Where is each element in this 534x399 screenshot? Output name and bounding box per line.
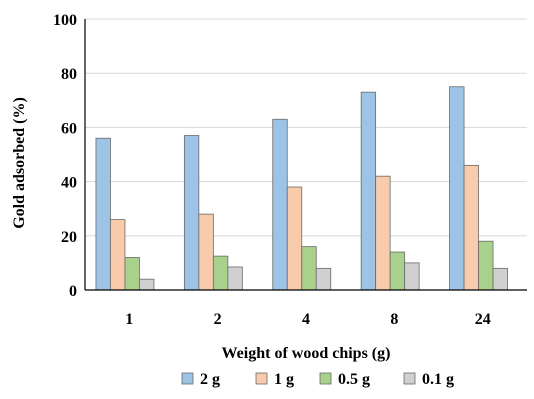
x-tick-label: 4 — [302, 311, 310, 328]
bar-0-1-g-cat-4 — [315, 267, 332, 291]
legend-swatch — [255, 372, 268, 385]
y-tick-labels: 0 20 40 60 80 100 — [53, 12, 77, 300]
axes — [84, 19, 527, 291]
x-tick-label: 1 — [125, 311, 133, 328]
bar-0-5-g-cat-2 — [212, 255, 229, 291]
bars-group — [95, 86, 508, 291]
legend-swatch — [319, 372, 332, 385]
y-tick-label: 80 — [61, 66, 77, 83]
x-tick-labels: 1 2 4 8 24 — [125, 311, 491, 328]
legend-label: 0.1 g — [422, 371, 454, 388]
y-tick-label: 40 — [61, 175, 77, 192]
bar-2-g-cat-24 — [449, 86, 465, 291]
y-tick-label: 20 — [61, 229, 77, 246]
y-axis-title: Gold adsorbed (%) — [11, 97, 28, 229]
bar-2-g-cat-2 — [183, 135, 200, 291]
bar-1-g-cat-1 — [110, 219, 126, 291]
x-tick-label: 8 — [390, 311, 398, 328]
legend-label: 2 g — [200, 371, 220, 388]
bar-0-1-g-cat-8 — [404, 262, 420, 291]
legend-label: 0.5 g — [338, 371, 370, 388]
y-tick-label: 0 — [69, 283, 77, 300]
bar-1-g-cat-8 — [375, 175, 391, 291]
bar-0-1-g-cat-1 — [139, 278, 155, 291]
y-tick-label: 60 — [61, 120, 77, 137]
y-tick-label: 100 — [53, 12, 77, 29]
legend-swatch — [181, 372, 194, 385]
bar-2-g-cat-1 — [95, 137, 111, 291]
bar-1-g-cat-2 — [198, 213, 214, 291]
bar-0-1-g-cat-2 — [227, 266, 243, 291]
bar-0-5-g-cat-4 — [301, 246, 317, 291]
bar-0-1-g-cat-24 — [492, 267, 508, 291]
legend-swatch — [403, 372, 416, 385]
bar-0-5-g-cat-24 — [478, 240, 494, 291]
x-axis-title: Weight of wood chips (g) — [222, 345, 391, 362]
legend-label: 1 g — [274, 371, 294, 388]
bar-1-g-cat-4 — [286, 186, 303, 291]
bar-0-5-g-cat-8 — [389, 251, 406, 291]
legend: 2 g 1 g 0.5 g 0.1 g — [181, 371, 454, 388]
bar-2-g-cat-4 — [272, 118, 288, 291]
x-tick-label: 2 — [214, 311, 222, 328]
bar-1-g-cat-24 — [463, 164, 479, 291]
bar-2-g-cat-8 — [360, 91, 377, 291]
bar-0-5-g-cat-1 — [124, 257, 140, 291]
x-tick-label: 24 — [475, 311, 491, 328]
